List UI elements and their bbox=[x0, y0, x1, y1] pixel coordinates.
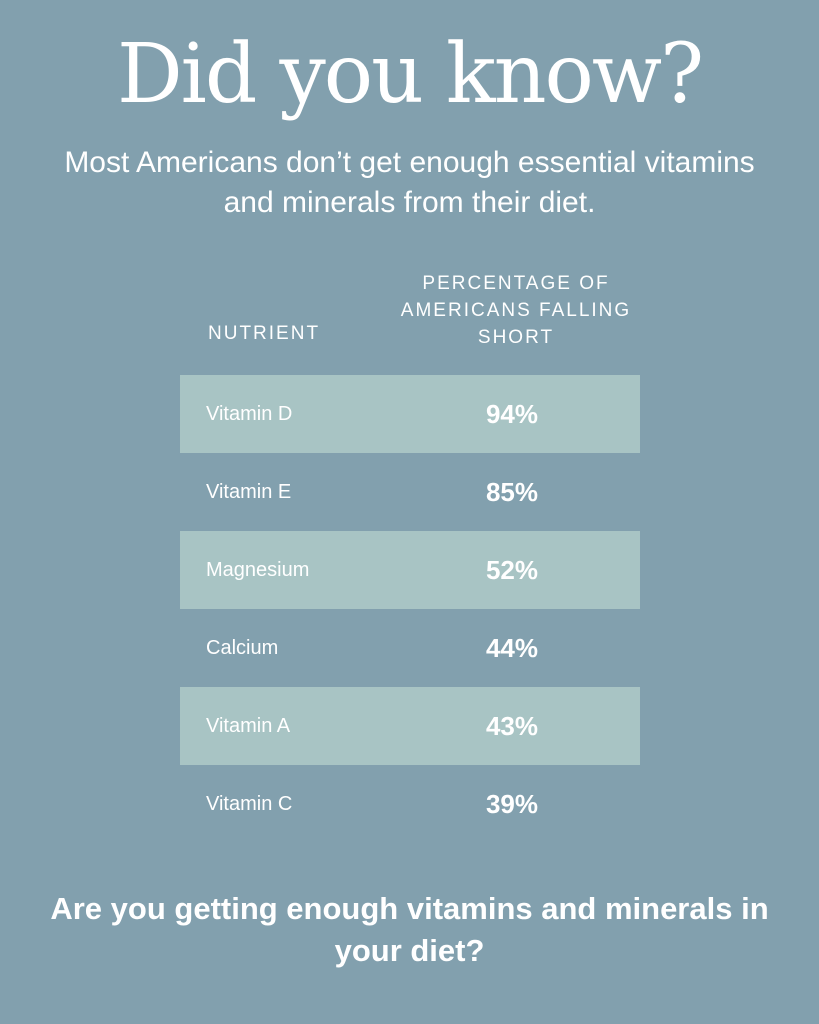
nutrient-column-header: NUTRIENT bbox=[208, 323, 321, 344]
percentage-value: 39% bbox=[485, 788, 539, 819]
footer-question: Are you getting enough vitamins and mine… bbox=[50, 891, 769, 968]
percentage-value: 94% bbox=[485, 398, 539, 429]
percentage-value: 52% bbox=[485, 554, 539, 585]
percentage-value: 44% bbox=[485, 632, 539, 663]
percentage-value: 85% bbox=[485, 476, 539, 507]
table-row: Vitamin C 39% bbox=[180, 765, 640, 843]
nutrient-table: Vitamin D 94% Vitamin E 85% Magnesium 52… bbox=[180, 375, 640, 843]
nutrient-name: Vitamin A bbox=[206, 714, 291, 737]
table-row: Vitamin E 85% bbox=[180, 453, 640, 531]
table-row: Vitamin A 43% bbox=[180, 687, 640, 765]
percentage-column-header: PERCENTAGE OF AMERICANS FALLING SHORT bbox=[400, 273, 632, 348]
nutrient-name: Vitamin D bbox=[206, 402, 293, 425]
table-row: Vitamin D 94% bbox=[180, 375, 640, 453]
percentage-value: 43% bbox=[485, 710, 539, 741]
table-row: Magnesium 52% bbox=[180, 531, 640, 609]
nutrient-name: Vitamin E bbox=[206, 480, 292, 503]
headline: Did you know? bbox=[116, 27, 704, 122]
nutrient-name: Calcium bbox=[206, 636, 279, 659]
subhead: Most Americans don’t get enough essentia… bbox=[64, 146, 755, 219]
table-row: Calcium 44% bbox=[180, 609, 640, 687]
nutrient-name: Vitamin C bbox=[206, 792, 293, 815]
nutrient-name: Magnesium bbox=[206, 558, 310, 581]
